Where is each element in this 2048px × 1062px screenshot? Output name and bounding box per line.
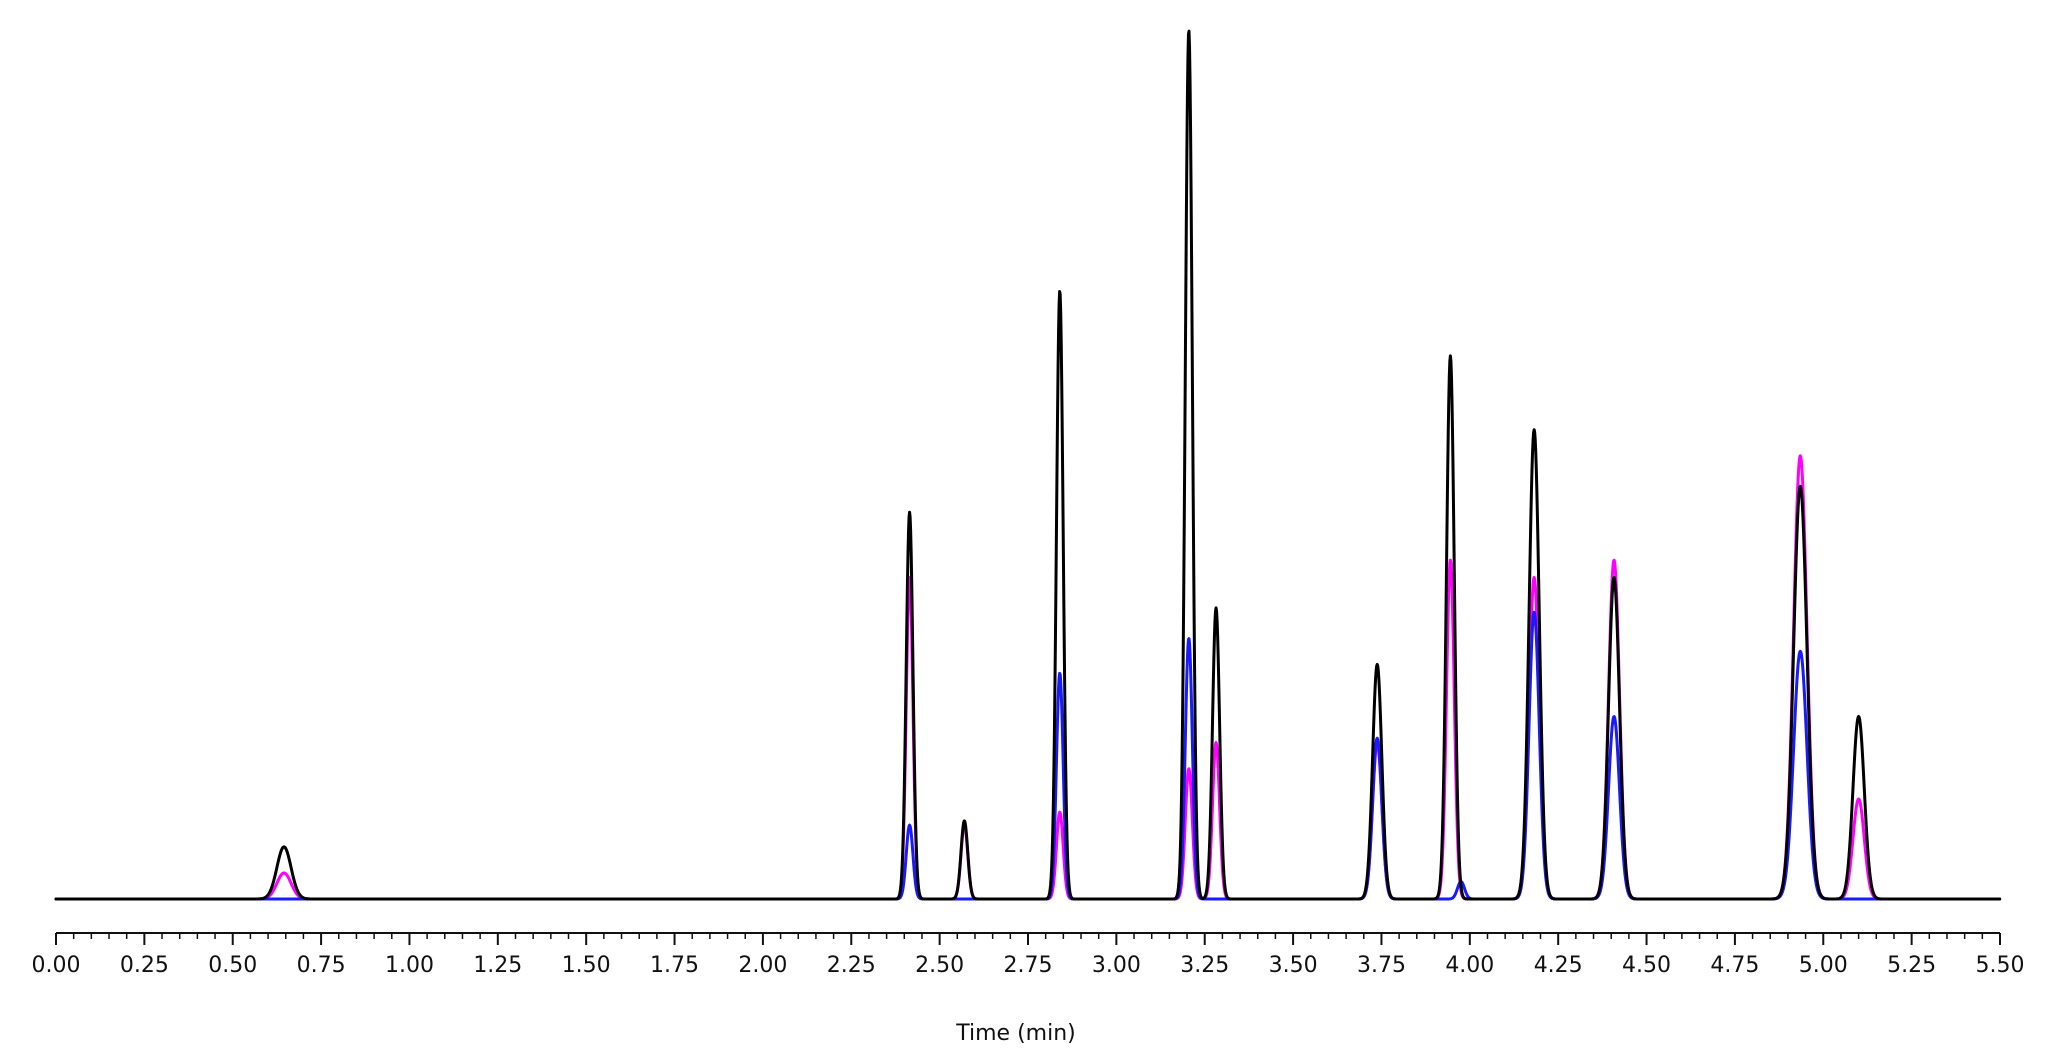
x-tick-label: 5.25 bbox=[1887, 953, 1936, 978]
x-tick-label: 4.25 bbox=[1534, 953, 1583, 978]
trace-series-1 bbox=[54, 454, 2002, 901]
trace-series-3 bbox=[54, 29, 2002, 901]
x-tick-label: 2.00 bbox=[738, 953, 787, 978]
x-axis-major-ticks bbox=[55, 933, 2001, 945]
x-tick-label: 5.50 bbox=[1976, 953, 2025, 978]
chromatogram-traces bbox=[54, 29, 2002, 901]
x-tick-label: 3.25 bbox=[1180, 953, 1229, 978]
x-tick-label: 3.75 bbox=[1357, 953, 1406, 978]
trace-series-2 bbox=[54, 610, 2002, 901]
x-tick-label: 2.50 bbox=[915, 953, 964, 978]
x-tick-label: 1.75 bbox=[650, 953, 699, 978]
x-tick-label: 1.50 bbox=[562, 953, 611, 978]
x-tick-label: 4.75 bbox=[1710, 953, 1759, 978]
x-tick-label: 3.00 bbox=[1092, 953, 1141, 978]
x-tick-label: 4.00 bbox=[1445, 953, 1494, 978]
x-tick-label: 2.25 bbox=[827, 953, 876, 978]
x-tick-label: 0.25 bbox=[120, 953, 169, 978]
x-tick-label: 4.50 bbox=[1622, 953, 1671, 978]
x-tick-label: 0.75 bbox=[297, 953, 346, 978]
x-tick-label: 0.50 bbox=[208, 953, 257, 978]
x-axis-minor-ticks bbox=[72, 933, 1984, 939]
x-tick-label: 1.00 bbox=[385, 953, 434, 978]
x-tick-label: 0.00 bbox=[32, 953, 81, 978]
x-tick-label: 5.00 bbox=[1799, 953, 1848, 978]
x-tick-label: 1.25 bbox=[473, 953, 522, 978]
x-axis-tick-labels: 0.00 0.25 0.50 0.75 1.00 1.25 1.50 1.75 2.00 2.25… bbox=[32, 953, 2025, 978]
x-tick-label: 3.50 bbox=[1269, 953, 1318, 978]
x-axis-title: Time (min) bbox=[955, 1021, 1076, 1046]
x-tick-label: 2.75 bbox=[1004, 953, 1053, 978]
